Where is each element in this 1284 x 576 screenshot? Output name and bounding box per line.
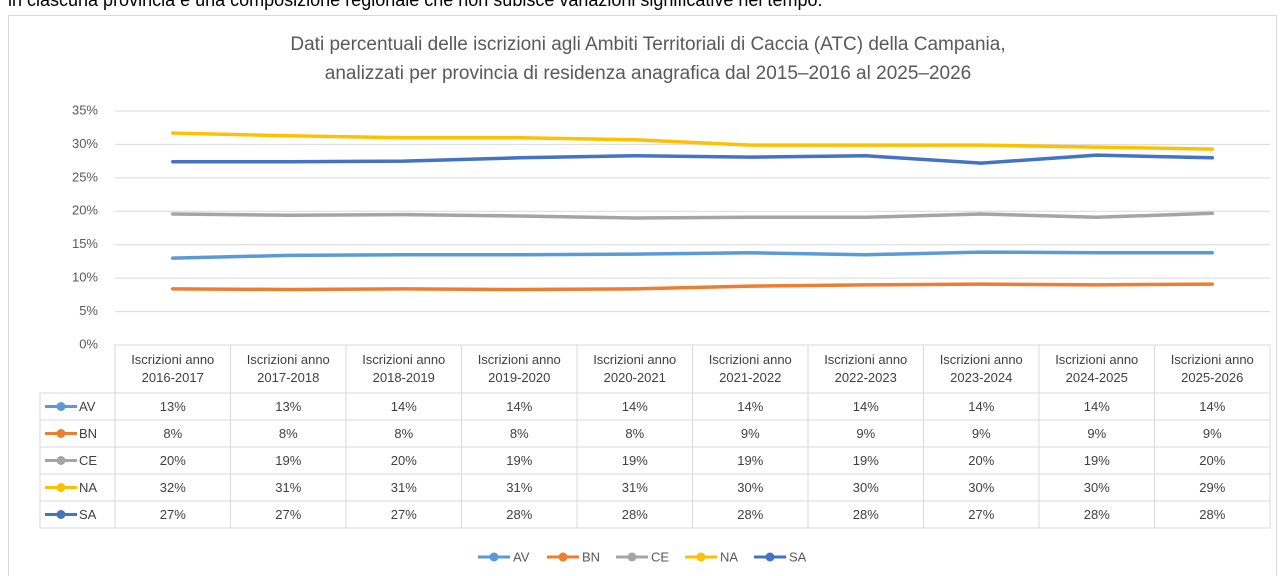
legend-key bbox=[627, 552, 637, 562]
legend-label: CE bbox=[651, 549, 669, 564]
table-value: 8% bbox=[163, 425, 183, 441]
table-header: Iscrizioni anno 2024-2025 bbox=[1055, 352, 1139, 385]
y-tick-label: 0% bbox=[79, 336, 98, 351]
table-value: 9% bbox=[856, 425, 876, 441]
table-value: 14% bbox=[737, 398, 764, 414]
table-row-label: SA bbox=[79, 507, 97, 522]
table-value: 14% bbox=[506, 398, 533, 414]
table-value: 28% bbox=[1199, 506, 1226, 522]
legend-key bbox=[696, 552, 706, 562]
legend-label: SA bbox=[789, 549, 807, 564]
y-tick-label: 10% bbox=[72, 270, 98, 285]
line-series bbox=[171, 282, 1214, 292]
table-value: 19% bbox=[621, 452, 648, 468]
table-value: 20% bbox=[1199, 452, 1226, 468]
table-header: Iscrizioni anno 2025-2026 bbox=[1170, 352, 1254, 385]
table-value: 20% bbox=[159, 452, 186, 468]
legend-key bbox=[765, 552, 775, 562]
table-value: 19% bbox=[1083, 452, 1110, 468]
table-value: 30% bbox=[852, 479, 879, 495]
table-value: 19% bbox=[275, 452, 302, 468]
table-value: 28% bbox=[852, 506, 879, 522]
table-value: 31% bbox=[621, 479, 648, 495]
y-tick-label: 15% bbox=[72, 236, 98, 251]
table-value: 14% bbox=[1083, 398, 1110, 414]
y-tick-label: 20% bbox=[72, 203, 98, 218]
line-series bbox=[171, 211, 1214, 220]
table-header: Iscrizioni anno 2019-2020 bbox=[477, 352, 561, 385]
table-value: 19% bbox=[737, 452, 764, 468]
table-value: 14% bbox=[968, 398, 995, 414]
table-value: 8% bbox=[278, 425, 298, 441]
y-tick-label: 30% bbox=[72, 136, 98, 151]
table-value: 14% bbox=[1199, 398, 1226, 414]
table-value: 31% bbox=[390, 479, 417, 495]
table-header: Iscrizioni anno 2018-2019 bbox=[362, 352, 446, 385]
table-header: Iscrizioni anno 2021-2022 bbox=[708, 352, 792, 385]
y-tick-label: 35% bbox=[72, 102, 98, 117]
chart-title: Dati percentuali delle iscrizioni agli A… bbox=[290, 34, 1005, 55]
table-value: 30% bbox=[1083, 479, 1110, 495]
line-series bbox=[171, 153, 1214, 165]
table-header: Iscrizioni anno 2017-2018 bbox=[246, 352, 330, 385]
table-value: 27% bbox=[968, 506, 995, 522]
table-value: 13% bbox=[159, 398, 186, 414]
table-value: 8% bbox=[509, 425, 529, 441]
table-row-label: CE bbox=[79, 453, 97, 468]
table-value: 20% bbox=[968, 452, 995, 468]
table-row-label: AV bbox=[79, 399, 96, 414]
table-value: 32% bbox=[159, 479, 186, 495]
legend-key bbox=[56, 510, 66, 519]
table-value: 8% bbox=[625, 425, 645, 441]
chart-title: analizzati per provincia di residenza an… bbox=[325, 63, 971, 84]
table-value: 28% bbox=[737, 506, 764, 522]
table-row-label: NA bbox=[79, 480, 97, 495]
table-value: 27% bbox=[159, 506, 186, 522]
line-series bbox=[171, 131, 1214, 151]
y-tick-label: 5% bbox=[79, 303, 98, 318]
legend-key bbox=[558, 552, 568, 562]
table-value: 19% bbox=[852, 452, 879, 468]
table-value: 28% bbox=[621, 506, 648, 522]
table-value: 9% bbox=[740, 425, 760, 441]
legend-label: NA bbox=[720, 549, 738, 564]
legend-label: BN bbox=[582, 549, 600, 564]
table-header: Iscrizioni anno 2023-2024 bbox=[939, 352, 1023, 385]
table-value: 14% bbox=[390, 398, 417, 414]
table-value: 9% bbox=[971, 425, 991, 441]
legend-key bbox=[56, 429, 66, 438]
legend-key bbox=[56, 483, 66, 492]
chart-frame bbox=[8, 15, 1277, 576]
table-value: 31% bbox=[275, 479, 302, 495]
legend-label: AV bbox=[513, 549, 530, 564]
table-value: 13% bbox=[275, 398, 302, 414]
table-value: 29% bbox=[1199, 479, 1226, 495]
table-header: Iscrizioni anno 2022-2023 bbox=[824, 352, 908, 385]
table-header: Iscrizioni anno 2020-2021 bbox=[593, 352, 677, 385]
table-row-label: BN bbox=[79, 426, 97, 441]
table-value: 31% bbox=[506, 479, 533, 495]
table-value: 28% bbox=[1083, 506, 1110, 522]
table-value: 14% bbox=[621, 398, 648, 414]
y-tick-label: 25% bbox=[72, 169, 98, 184]
table-value: 19% bbox=[506, 452, 533, 468]
table-value: 30% bbox=[968, 479, 995, 495]
table-value: 30% bbox=[737, 479, 764, 495]
table-value: 27% bbox=[390, 506, 417, 522]
table-value: 8% bbox=[394, 425, 414, 441]
legend-key bbox=[56, 456, 66, 465]
table-value: 9% bbox=[1202, 425, 1222, 441]
table-value: 28% bbox=[506, 506, 533, 522]
table-value: 9% bbox=[1087, 425, 1107, 441]
legend-key bbox=[489, 552, 499, 562]
note-text: in ciascuna provincia è una composizione… bbox=[8, 0, 823, 10]
legend-key bbox=[56, 402, 66, 411]
table-value: 20% bbox=[390, 452, 417, 468]
table-value: 14% bbox=[852, 398, 879, 414]
table-value: 27% bbox=[275, 506, 302, 522]
line-series bbox=[171, 250, 1214, 260]
table-header: Iscrizioni anno 2016-2017 bbox=[131, 352, 215, 385]
